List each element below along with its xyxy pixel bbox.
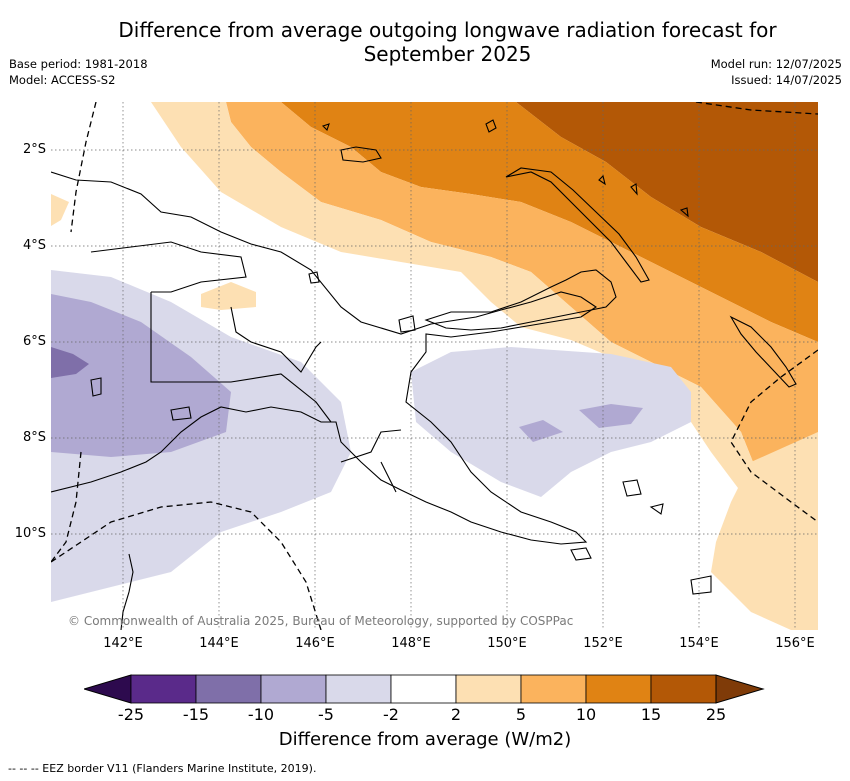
province-borders xyxy=(90,241,402,493)
colorbar-tick-label: -2 xyxy=(383,705,399,724)
colorbar-extend-low xyxy=(82,674,132,704)
colorbar-segment xyxy=(195,674,262,704)
colorbar-tick-label: 2 xyxy=(450,705,462,724)
title-line-2: September 2025 xyxy=(363,42,532,66)
colorbar-label: Difference from average (W/m2) xyxy=(278,729,572,750)
coastlines xyxy=(51,119,797,630)
colorbar-tick-label: 10 xyxy=(575,705,597,724)
anomaly-band-minus5-minus2-central xyxy=(411,347,691,497)
anomaly-band-10-15 xyxy=(281,102,818,342)
y-tick-2s: 2°S xyxy=(22,142,46,157)
x-tick-154: 154°E xyxy=(679,636,719,651)
y-tick-8s: 8°S xyxy=(22,430,46,445)
base-period: Base period: 1981-2018 xyxy=(9,57,148,71)
model-run: Model run: 12/07/2025 xyxy=(710,57,842,71)
x-tick-142: 142°E xyxy=(103,636,143,651)
coastline-new-guinea xyxy=(51,171,597,545)
coastline-cape-york xyxy=(120,553,134,630)
anomaly-patch-2-5-west xyxy=(51,194,69,226)
coastline-new-ireland xyxy=(505,167,650,283)
colorbar-segment xyxy=(260,674,327,704)
anomaly-patch-minus10-minus5-b xyxy=(519,420,563,442)
colorbar-tick-label: 5 xyxy=(515,705,527,724)
chart-title: Difference from average outgoing longwav… xyxy=(0,18,850,66)
anomaly-band-minus15-minus10-west xyxy=(51,347,89,378)
colorbar-tick-label: -15 xyxy=(182,705,210,724)
x-tick-150: 150°E xyxy=(487,636,527,651)
colorbar-extend-high xyxy=(715,674,765,704)
png-border xyxy=(150,292,332,423)
anomaly-band-minus10-minus5-west xyxy=(51,294,231,457)
eez-borders xyxy=(51,102,818,630)
x-tick-146: 146°E xyxy=(295,636,335,651)
x-tick-144: 144°E xyxy=(199,636,239,651)
map-gridlines xyxy=(51,102,818,630)
model-name: Model: ACCESS-S2 xyxy=(9,73,116,87)
colorbar-segment xyxy=(130,674,197,704)
coastline-manus xyxy=(340,146,382,163)
eez-footnote: -- -- -- EEZ border V11 (Flanders Marine… xyxy=(8,762,317,775)
colorbar-tick-label: -5 xyxy=(318,705,334,724)
colorbar-tick-label: -10 xyxy=(247,705,275,724)
colorbar-svg xyxy=(82,674,765,704)
anomaly-patch-2-5-central xyxy=(201,282,256,310)
colorbar-segment xyxy=(325,674,392,704)
x-tick-156: 156°E xyxy=(775,636,815,651)
title-line-1: Difference from average outgoing longwav… xyxy=(118,18,777,42)
coastline-new-britain xyxy=(424,269,617,331)
anomaly-band-15-25 xyxy=(516,102,818,282)
x-tick-148: 148°E xyxy=(391,636,431,651)
y-tick-6s: 6°S xyxy=(22,334,46,349)
coastline-small-islands xyxy=(90,119,712,595)
colorbar-segment xyxy=(585,674,652,704)
coastline-bougainville xyxy=(729,315,797,388)
colorbar-tick-label: -25 xyxy=(117,705,145,724)
colorbar-tick-label: 15 xyxy=(640,705,662,724)
anomaly-band-5-10 xyxy=(226,102,818,602)
colorbar-tick-label: 25 xyxy=(705,705,727,724)
anomaly-patch-minus10-minus5-a xyxy=(579,404,643,428)
anomaly-band-2-5 xyxy=(151,102,818,602)
anomaly-patch-2-5-east xyxy=(711,432,818,630)
copyright-text: © Commonwealth of Australia 2025, Bureau… xyxy=(68,614,574,628)
colorbar xyxy=(82,672,768,706)
meta-right: Model run: 12/07/2025 Issued: 14/07/2025 xyxy=(711,56,842,88)
issued-date: Issued: 14/07/2025 xyxy=(731,73,842,87)
y-tick-10s: 10°S xyxy=(14,526,46,541)
colorbar-segment xyxy=(390,674,457,704)
x-tick-152: 152°E xyxy=(583,636,623,651)
map-svg xyxy=(51,102,818,630)
colorbar-segment xyxy=(455,674,522,704)
colorbar-segment xyxy=(520,674,587,704)
colorbar-segment xyxy=(650,674,717,704)
map-panel xyxy=(51,102,818,630)
meta-left: Base period: 1981-2018 Model: ACCESS-S2 xyxy=(9,56,148,88)
y-tick-4s: 4°S xyxy=(22,238,46,253)
